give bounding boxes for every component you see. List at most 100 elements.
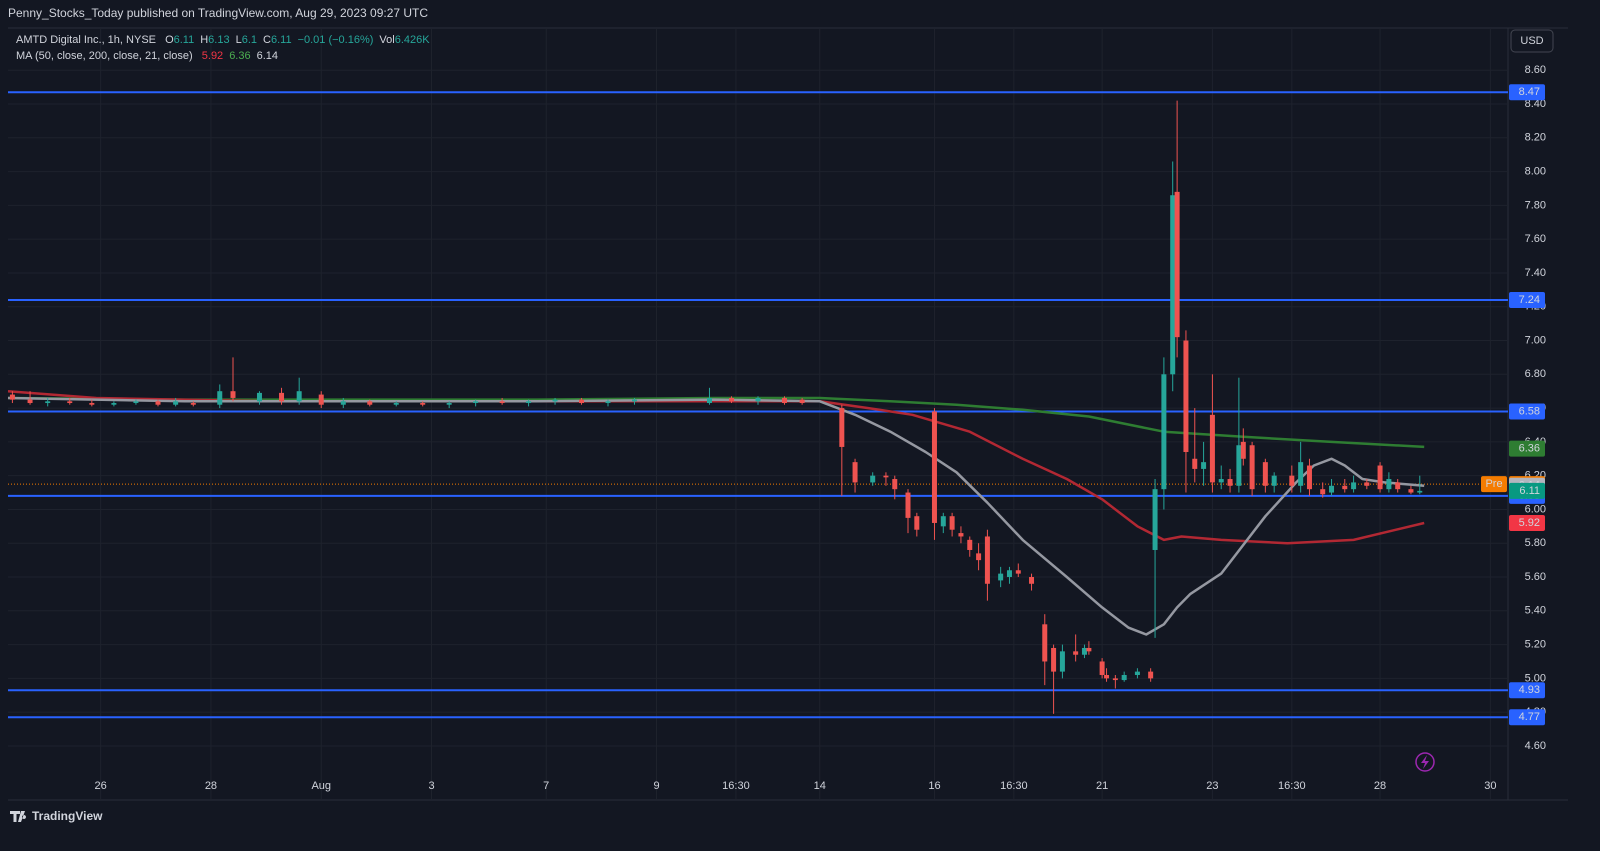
candle-body — [1099, 661, 1105, 675]
candle-body — [526, 401, 532, 404]
candle-body — [1121, 674, 1127, 681]
price-tag — [1509, 482, 1545, 499]
candle-body — [89, 403, 95, 405]
y-tick-label: 7.60 — [1525, 233, 1546, 245]
candle-body — [1209, 414, 1215, 483]
level-tag — [1509, 682, 1545, 699]
candle-body — [940, 516, 946, 527]
candle-body — [420, 403, 426, 405]
legend-field-value: 6.13 — [208, 34, 229, 46]
candle-body — [67, 401, 73, 404]
legend-volume-label: Vol — [379, 34, 394, 46]
x-tick-label: 21 — [1096, 780, 1108, 792]
level-tag — [1509, 709, 1545, 726]
candle-body — [1134, 671, 1140, 675]
candle-body — [892, 479, 898, 490]
price-tags: 8.477.246.586.084.934.776.366.15Pre6.146… — [1481, 84, 1545, 726]
candle-body — [27, 399, 33, 404]
candle-body — [1236, 445, 1242, 486]
y-tick-label: 8.40 — [1525, 98, 1546, 110]
candle-body — [1029, 577, 1035, 584]
candle-body — [1152, 489, 1158, 550]
y-tick-label: 6.00 — [1525, 503, 1546, 515]
pre-tag — [1481, 476, 1507, 493]
candle-body — [190, 403, 196, 405]
candle-body — [852, 462, 858, 483]
x-tick-label: 23 — [1206, 780, 1218, 792]
y-tick-label: 5.40 — [1525, 605, 1546, 617]
candle-body — [1320, 489, 1326, 495]
candle-body — [1192, 458, 1198, 469]
y-tick-label: 5.80 — [1525, 537, 1546, 549]
candle-body — [173, 401, 179, 405]
candle-body — [781, 397, 787, 404]
candle-body — [1227, 479, 1233, 486]
candle-body — [1148, 671, 1154, 679]
candle-body — [9, 394, 15, 400]
price-tag-label: 6.36 — [1519, 443, 1540, 455]
level-tag-label: 6.58 — [1519, 405, 1540, 417]
levels — [8, 91, 1508, 719]
candle-body — [1073, 651, 1079, 655]
axes: 4.604.805.005.205.405.605.806.006.206.40… — [95, 64, 1546, 792]
currency[interactable]: USD — [1520, 35, 1543, 47]
candle-body — [45, 401, 51, 404]
candle-body — [1051, 647, 1057, 672]
alert-icon[interactable] — [1415, 752, 1435, 772]
candle-body — [473, 401, 479, 404]
candle-body — [998, 573, 1004, 581]
y-tick-label: 6.80 — [1525, 368, 1546, 380]
candle-body — [367, 401, 373, 405]
x-tick-label: 28 — [205, 780, 217, 792]
candle-body — [1289, 475, 1295, 486]
price-tag-label: 5.92 — [1519, 517, 1540, 529]
legend-field-label: L — [236, 34, 242, 46]
y-tick-label: 5.60 — [1525, 571, 1546, 583]
candle-body — [883, 475, 889, 478]
candle-body — [1218, 479, 1224, 483]
x-tick-label: 7 — [543, 780, 549, 792]
y-tick-label: 8.20 — [1525, 132, 1546, 144]
candle-body — [1249, 445, 1255, 490]
level-tag-label: 7.24 — [1519, 294, 1540, 306]
alert-bolt — [1421, 755, 1429, 769]
currency-button[interactable] — [1510, 29, 1554, 53]
candle-body — [579, 399, 585, 404]
candle-body — [318, 394, 324, 405]
candle-body — [1240, 441, 1246, 459]
candle-body — [870, 475, 876, 483]
y-tick-label: 5.00 — [1525, 672, 1546, 684]
candle-body — [1059, 651, 1065, 672]
candle-body — [499, 401, 505, 404]
candle-body — [1104, 674, 1110, 679]
y-tick-label: 7.40 — [1525, 267, 1546, 279]
candle-body — [984, 536, 990, 584]
candle-body — [1015, 570, 1021, 574]
candle-body — [1161, 374, 1167, 490]
level-tag-label: 4.77 — [1519, 711, 1540, 723]
level-tag — [1509, 403, 1545, 420]
candle-body — [1342, 485, 1348, 490]
candle-body — [605, 401, 611, 404]
legend-volume: 6.426K — [395, 34, 431, 46]
candle-body — [1042, 624, 1048, 662]
candle-body — [155, 401, 161, 405]
price-tag — [1509, 514, 1545, 531]
y-tick-label: 7.00 — [1525, 334, 1546, 346]
legend-symbol: AMTD Digital Inc., 1h, NYSE O6.11 H6.13 L6… — [16, 34, 430, 46]
x-tick-label: 3 — [428, 780, 434, 792]
candle-body — [914, 516, 920, 530]
candle-body — [958, 533, 964, 537]
pre-tag-label: Pre — [1485, 478, 1502, 490]
legend-ma-value: 6.36 — [229, 50, 250, 62]
ma-line — [7, 396, 1425, 636]
candle-body — [931, 411, 937, 523]
x-tick-label: 16 — [928, 780, 940, 792]
candle-body — [1271, 475, 1277, 486]
candle-body — [1262, 462, 1268, 486]
legend-field-value: 6.11 — [271, 34, 292, 46]
candles — [9, 100, 1423, 714]
candle-body — [552, 399, 558, 402]
candle-body — [755, 397, 761, 402]
